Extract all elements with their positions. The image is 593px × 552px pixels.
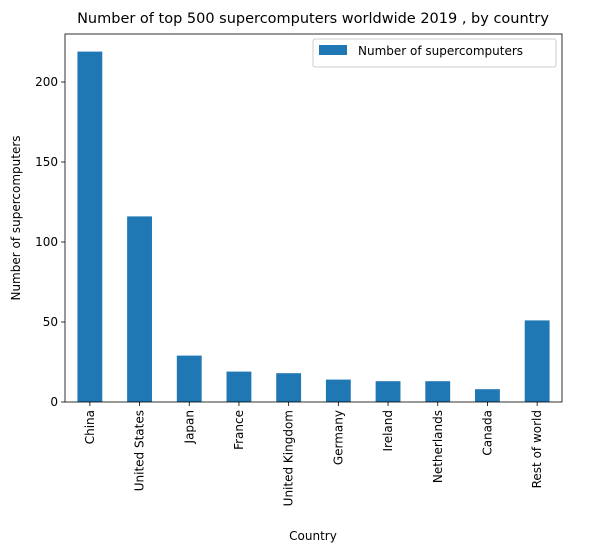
legend-box — [312, 38, 557, 68]
x-tick-label: Japan — [182, 410, 196, 444]
plot-frame — [64, 33, 563, 403]
x-tick-label: France — [232, 410, 246, 450]
bar-japan — [176, 355, 202, 402]
y-tick-label: 200 — [35, 75, 58, 89]
x-tick-label: Canada — [480, 410, 494, 456]
x-tick-label: United States — [133, 410, 147, 491]
y-tick-label: 50 — [43, 315, 58, 329]
bars-group — [77, 51, 550, 402]
x-tick-label: Rest of world — [530, 410, 544, 488]
bar-france — [226, 371, 252, 402]
legend-label: Number of supercomputers — [358, 44, 523, 58]
y-tick-label: 0 — [50, 395, 58, 409]
bar-germany — [325, 379, 351, 402]
bar-ireland — [375, 381, 401, 402]
y-axis-title: Number of supercomputers — [9, 135, 23, 300]
bar-canada — [475, 389, 500, 402]
chart-title: Number of top 500 supercomputers worldwi… — [77, 11, 549, 27]
bar-united-states — [127, 216, 152, 402]
bar-netherlands — [425, 381, 451, 402]
x-tick-label: Germany — [331, 410, 345, 465]
y-axis: 0 50 100 150 200 — [35, 75, 65, 409]
bar-china — [77, 51, 103, 402]
x-tick-label: Netherlands — [431, 410, 445, 483]
bar-united-kingdom — [276, 373, 302, 402]
y-tick-label: 150 — [35, 155, 58, 169]
legend-swatch — [319, 45, 347, 55]
x-axis: China United States Japan France United King… — [83, 402, 544, 506]
x-axis-title: Country — [289, 529, 337, 543]
x-tick-label: Ireland — [381, 410, 395, 452]
x-tick-label: China — [83, 410, 97, 444]
x-tick-label: United Kingdom — [282, 410, 296, 506]
y-tick-label: 100 — [35, 235, 58, 249]
legend: Number of supercomputers — [312, 38, 557, 68]
bar-rest-of-world — [524, 320, 550, 402]
